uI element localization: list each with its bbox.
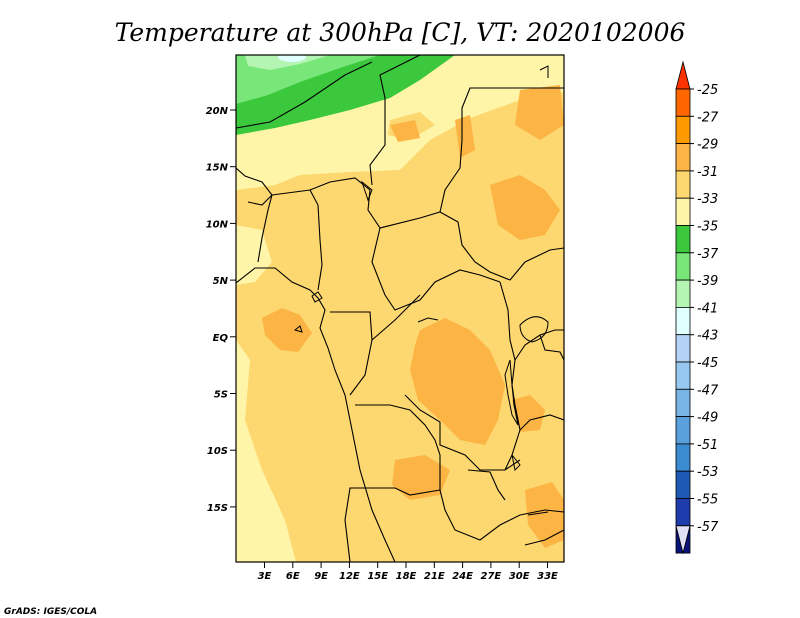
colorbar-swatch	[675, 252, 691, 281]
lat-tick-label: 10N	[206, 219, 229, 230]
colorbar-label: -47	[697, 383, 719, 398]
latitude-axis: 20N 15N 10N 5N EQ 5S 10S 15S	[206, 106, 236, 514]
lat-tick-label: 15N	[206, 163, 229, 174]
colorbar-swatch	[675, 306, 691, 336]
field-warm-tanzania	[512, 395, 545, 432]
field-warm-congo-east	[410, 318, 505, 445]
lon-tick-label: 6E	[286, 571, 300, 582]
map-area	[236, 55, 564, 562]
colorbar-label: -25	[697, 83, 718, 98]
colorbar-swatch	[675, 225, 691, 254]
map-title: Temperature at 300hPa [C], VT: 202010200…	[115, 18, 686, 47]
field-warm-niger	[390, 120, 420, 142]
colorbar-label: -51	[697, 438, 718, 453]
field-cool-southwest	[236, 340, 296, 562]
colorbar-label: -37	[697, 247, 719, 262]
lakes	[293, 65, 549, 516]
colorbar-label: -43	[697, 329, 718, 344]
colorbar-swatch	[675, 88, 691, 117]
colorbar-label: -33	[697, 192, 718, 207]
lon-tick-label: 3E	[258, 571, 272, 582]
map-frame	[235, 54, 565, 563]
field-warm-sudan	[490, 175, 560, 240]
colorbar-top-triangle	[675, 60, 691, 90]
field-warm-libya	[455, 115, 475, 158]
colorbar-label: -35	[697, 220, 718, 235]
lon-tick-label: 24E	[452, 571, 473, 582]
colorbar-swatch	[675, 470, 691, 499]
colorbar-bottom-triangle	[675, 525, 691, 555]
field-cool-west	[236, 225, 272, 285]
colorbar-label: -55	[697, 493, 718, 508]
colorbar: -25 -27 -29 -31 -33 -35 -37 -39 -41 -43 -45 -47 -49 -…	[675, 60, 719, 555]
colorbar-swatch	[675, 416, 691, 445]
colorbar-swatch	[675, 388, 691, 417]
lon-tick-label: 30E	[509, 571, 530, 582]
lat-tick-label: 10S	[207, 446, 228, 457]
colorbar-swatch	[675, 361, 691, 390]
lon-tick-label: 9E	[314, 571, 328, 582]
field-warm-zambia	[392, 455, 450, 500]
colorbar-label: -41	[697, 301, 718, 316]
colorbar-label: -49	[697, 411, 718, 426]
field-green-light	[245, 55, 330, 70]
colorbar-swatch	[675, 443, 691, 472]
grads-credit: GrADS: IGES/COLA	[4, 607, 97, 617]
country-borders	[236, 55, 564, 562]
lon-tick-label: 18E	[396, 571, 417, 582]
colorbar-label: -31	[697, 165, 718, 180]
lat-tick-label: 20N	[206, 106, 229, 117]
colorbar-swatch	[675, 498, 691, 527]
colorbar-label: -53	[697, 465, 718, 480]
lat-tick-label: 5N	[213, 276, 229, 287]
colorbar-swatch	[675, 334, 691, 363]
colorbar-label: -39	[697, 274, 718, 289]
colorbar-swatch	[675, 115, 691, 145]
colorbar-swatch	[675, 170, 691, 199]
colorbar-label: -45	[697, 356, 718, 371]
lon-tick-label: 27E	[481, 571, 502, 582]
lon-tick-label: 33E	[537, 571, 558, 582]
colorbar-label: -29	[697, 138, 718, 153]
lat-tick-label: EQ	[213, 333, 229, 344]
field-warm-congo-west	[262, 308, 312, 352]
colorbar-swatch	[675, 143, 691, 172]
lon-tick-label: 21E	[424, 571, 445, 582]
longitude-axis: 3E 6E 9E 12E 15E 18E 21E 24E 27E 30E 33E	[258, 562, 558, 582]
colorbar-label: -27	[697, 110, 719, 125]
colorbar-swatch	[675, 279, 691, 308]
field-cyan	[278, 55, 306, 62]
lat-tick-label: 15S	[207, 503, 228, 514]
field-warm-egypt	[515, 85, 564, 140]
lat-tick-label: 5S	[214, 390, 228, 401]
lon-tick-label: 15E	[367, 571, 388, 582]
colorbar-swatch	[675, 197, 691, 226]
field-warm-mozambique	[525, 482, 564, 548]
lon-tick-label: 12E	[339, 571, 360, 582]
colorbar-label: -57	[697, 520, 719, 535]
